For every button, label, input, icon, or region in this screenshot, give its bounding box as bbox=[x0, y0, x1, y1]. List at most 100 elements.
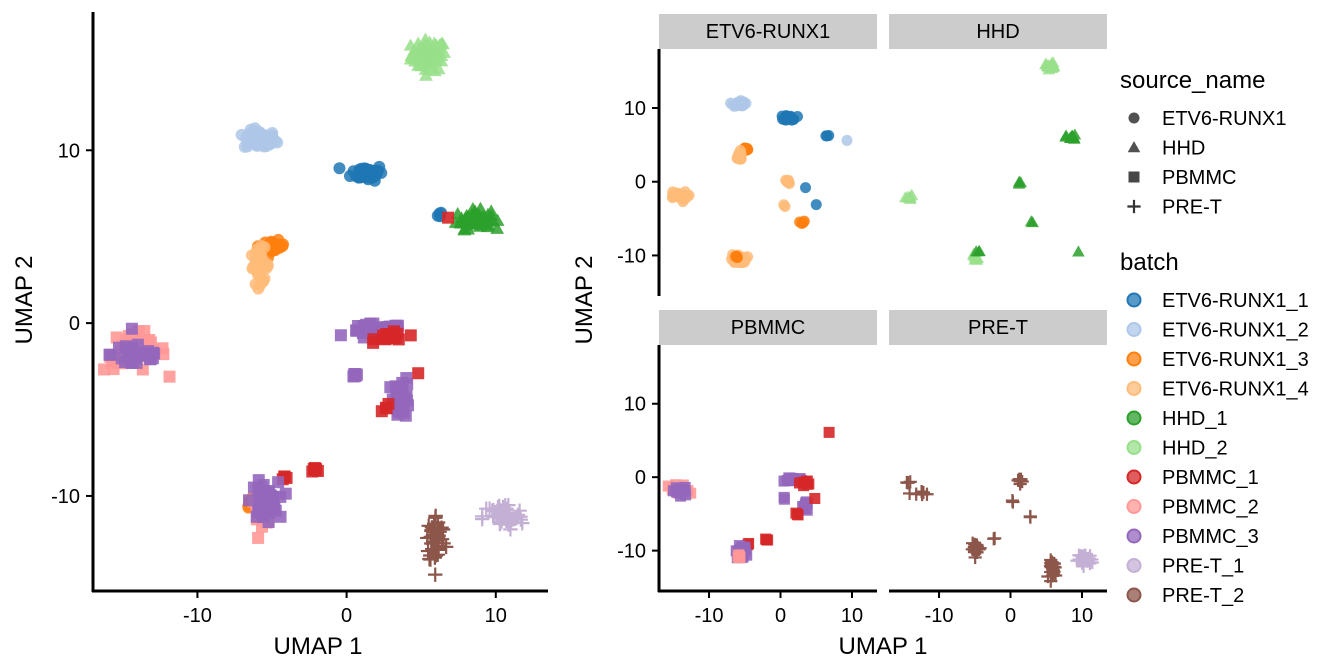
umap-point-pre-t_2 bbox=[423, 552, 438, 567]
legend-shape-label: ETV6-RUNX1 bbox=[1162, 108, 1286, 130]
legend-color-key-icon bbox=[1126, 322, 1142, 337]
facet-etv6-runx1-point-etv6-runx1_1 bbox=[820, 130, 832, 142]
facet-pre-t-point-pre-t_2 bbox=[1023, 509, 1037, 524]
left-y-tick-label: 0 bbox=[69, 313, 80, 335]
legend-color-key-icon bbox=[1126, 381, 1142, 396]
legend-color-label: PRE-T_1 bbox=[1162, 556, 1244, 578]
left-x-tick-label: -10 bbox=[183, 605, 212, 627]
umap-point-pre-t_1 bbox=[485, 508, 501, 523]
facet-pbmmc-point-pbmmc_2 bbox=[733, 550, 745, 562]
left-y-axis-title: UMAP 2 bbox=[11, 256, 38, 345]
legend-color-label: ETV6-RUNX1_2 bbox=[1162, 320, 1309, 342]
legend-shape-label: PBMMC bbox=[1162, 167, 1236, 189]
facet-y-tick-label: 10 bbox=[624, 394, 646, 416]
legend-color-title: batch bbox=[1120, 249, 1179, 276]
facet-points-hhd bbox=[899, 56, 1085, 265]
umap-point-hhd_1 bbox=[484, 204, 499, 217]
facet-etv6-runx1: ETV6-RUNX1 bbox=[659, 14, 877, 269]
umap-point-pre-t_2 bbox=[432, 524, 447, 539]
umap-point-hhd_1 bbox=[473, 218, 488, 231]
facet-x-tick-label: -10 bbox=[695, 605, 724, 627]
umap-point-hhd_2 bbox=[430, 50, 444, 63]
facet-pbmmc-point-pbmmc_3 bbox=[778, 491, 790, 503]
legend-color-items: ETV6-RUNX1_1 ETV6-RUNX1_2 ETV6-RUNX1_3 ETV6… bbox=[1126, 290, 1309, 607]
legend-key-square-icon bbox=[1128, 171, 1140, 183]
umap-point-etv6-runx1_1 bbox=[333, 162, 346, 175]
facet-etv6-runx1-point-etv6-runx1_3 bbox=[796, 218, 808, 230]
facet-hhd-point-hhd_1 bbox=[1026, 216, 1039, 228]
facet-y-tick-label: 10 bbox=[624, 98, 646, 120]
facet-pbmmc-point-pbmmc_1 bbox=[760, 533, 772, 545]
umap-point-pbmmc_3 bbox=[125, 341, 138, 354]
facet-pbmmc-point-pbmmc_3 bbox=[801, 497, 813, 509]
legend-shape-label: HHD bbox=[1162, 138, 1205, 160]
umap-point-pre-t_1 bbox=[479, 501, 494, 516]
facet-etv6-runx1-point-etv6-runx1_4 bbox=[733, 150, 745, 162]
facet-pre-t-point-pre-t_2 bbox=[969, 545, 983, 559]
umap-point-hhd_2 bbox=[437, 45, 451, 58]
legend-color-label: ETV6-RUNX1_4 bbox=[1162, 379, 1309, 401]
facet-hhd-point-hhd_1 bbox=[1072, 245, 1085, 257]
legend-color-label: ETV6-RUNX1_3 bbox=[1162, 349, 1309, 371]
facet-points-pre-t bbox=[900, 472, 1099, 588]
facet-x-ticks: -10 0 10 -10 0 10 bbox=[695, 591, 1093, 627]
facet-pre-t-point-pre-t_2 bbox=[972, 542, 986, 557]
legend: source_name ETV6-RUNX1 HHD PBMMC PRE-T batc… bbox=[1120, 67, 1309, 607]
facet-pre-t-point-pre-t_2 bbox=[987, 532, 1001, 546]
facet-pre-t-point-pre-t_2 bbox=[916, 485, 930, 500]
umap-point-hhd_2 bbox=[427, 64, 442, 77]
legend-color-key-icon bbox=[1126, 469, 1142, 485]
legend-color-key-icon bbox=[1126, 499, 1142, 514]
umap-point-pre-t_2 bbox=[434, 531, 450, 547]
facet-etv6-runx1-point-etv6-runx1_4 bbox=[666, 190, 678, 202]
facet-pbmmc: PBMMC bbox=[659, 310, 877, 564]
legend-color-key-icon bbox=[1126, 351, 1142, 367]
facet-points-etv6-runx1 bbox=[666, 95, 853, 269]
legend-shape-items: ETV6-RUNX1 HHD PBMMC PRE-T bbox=[1127, 108, 1286, 219]
facet-strip-label-etv6-runx1: ETV6-RUNX1 bbox=[706, 21, 830, 43]
umap-point-etv6-runx1_1 bbox=[365, 166, 378, 179]
umap-point-pre-t_1 bbox=[504, 513, 519, 528]
left-y-ticks: -10 0 10 bbox=[51, 140, 93, 508]
umap-point-pbmmc_3 bbox=[272, 476, 285, 489]
legend-color-label: PBMMC_1 bbox=[1162, 467, 1259, 489]
umap-point-etv6-runx1_2 bbox=[257, 134, 270, 147]
facet-pre-t-point-pre-t_2 bbox=[1045, 557, 1059, 572]
facet-etv6-runx1-point-etv6-runx1_2 bbox=[841, 134, 853, 146]
facet-pbmmc-point-pbmmc_3 bbox=[733, 540, 745, 552]
umap-point-pbmmc_3 bbox=[252, 506, 265, 519]
facet-strip-etv6-runx1 bbox=[659, 14, 877, 49]
umap-point-pbmmc_1 bbox=[379, 401, 392, 414]
facet-pbmmc-point-pbmmc_1 bbox=[809, 492, 821, 504]
legend-color-key-icon bbox=[1126, 558, 1142, 573]
facet-etv6-runx1-point-etv6-runx1_1 bbox=[810, 199, 822, 211]
facet-x-tick-label: 10 bbox=[1071, 605, 1093, 627]
umap-point-pbmmc_3 bbox=[144, 352, 157, 365]
legend-color-label: PBMMC_3 bbox=[1162, 526, 1259, 548]
umap-point-pbmmc_1 bbox=[384, 330, 397, 343]
umap-point-hhd_1 bbox=[490, 213, 505, 226]
umap-point-pbmmc_3 bbox=[392, 402, 405, 415]
umap-point-pre-t_1 bbox=[515, 515, 530, 531]
left-x-ticks: -10 0 10 bbox=[183, 591, 507, 627]
left-y-tick-label: 10 bbox=[58, 140, 80, 162]
facet-pre-t-point-pre-t_1 bbox=[1080, 552, 1094, 566]
umap-point-pbmmc_3 bbox=[334, 329, 347, 342]
facet-etv6-runx1-point-etv6-runx1_4 bbox=[778, 199, 790, 211]
umap-point-hhd_2 bbox=[413, 57, 428, 70]
umap-point-pbmmc_1 bbox=[412, 367, 425, 380]
facet-pre-t-point-pre-t_2 bbox=[1006, 495, 1020, 509]
facet-etv6-runx1-point-etv6-runx1_4 bbox=[680, 192, 692, 204]
facet-etv6-runx1-point-etv6-runx1_4 bbox=[783, 176, 795, 188]
umap-point-pbmmc_3 bbox=[125, 322, 138, 335]
facet-strip-label-pbmmc: PBMMC bbox=[731, 317, 805, 339]
facet-strip-pre-t bbox=[889, 310, 1107, 345]
umap-point-pbmmc_3 bbox=[115, 352, 128, 365]
legend-color-key-icon bbox=[1126, 292, 1142, 308]
umap-point-pbmmc_3 bbox=[103, 348, 116, 361]
facet-hhd: HHD bbox=[889, 14, 1107, 265]
left-x-axis-title: UMAP 1 bbox=[274, 633, 363, 660]
umap-point-etv6-runx1_4 bbox=[255, 240, 268, 253]
umap-point-pbmmc_3 bbox=[262, 516, 275, 529]
